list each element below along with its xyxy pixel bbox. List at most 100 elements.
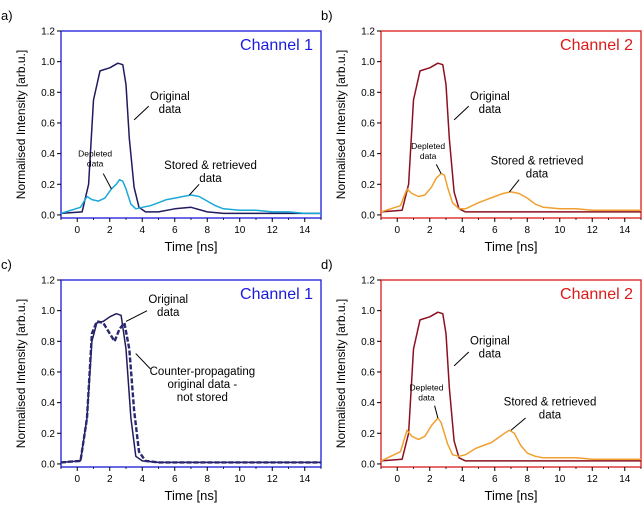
annotation-leader	[135, 353, 151, 370]
x-tick-label: 2	[427, 225, 433, 236]
y-tick-label: 0.4	[361, 398, 375, 409]
panel-label: b)	[321, 8, 333, 23]
channel-title: Channel 2	[560, 286, 633, 303]
series-line-2	[380, 172, 641, 213]
x-tick-label: 2	[107, 225, 113, 236]
annotation-leader	[102, 173, 112, 190]
x-tick-label: 8	[524, 225, 530, 236]
annotation-leader	[508, 179, 520, 193]
y-tick-label: 0.6	[41, 118, 55, 129]
panel-label: d)	[321, 257, 333, 272]
x-tick-label: 4	[459, 474, 465, 485]
series-line-2	[60, 320, 321, 464]
annotation-text: Stored & retrieved	[164, 160, 257, 172]
panel-label: a)	[1, 8, 13, 23]
x-tick-label: 12	[587, 474, 599, 485]
x-tick-label: 14	[299, 474, 311, 485]
channel-title: Channel 1	[240, 37, 313, 54]
y-tick-label: 1.2	[361, 276, 375, 287]
annotation-text: Original	[470, 91, 510, 103]
x-tick-label: 0	[394, 225, 400, 236]
y-tick-label: 1.2	[41, 27, 55, 38]
x-axis-label: Time [ns]	[485, 239, 538, 254]
x-tick-label: 0	[74, 474, 80, 485]
y-tick-label: 0.4	[41, 149, 55, 160]
y-axis-label: Normalised Intensity [arb.u.]	[334, 50, 348, 199]
annotation-leader	[434, 405, 439, 419]
panel-label: c)	[1, 257, 12, 272]
annotation-text: Stored & retrieved	[504, 397, 597, 409]
x-tick-label: 14	[619, 225, 631, 236]
y-tick-label: 0.0	[41, 210, 55, 221]
x-tick-label: 14	[299, 225, 311, 236]
x-tick-label: 8	[204, 225, 210, 236]
channel-title: Channel 1	[240, 286, 313, 303]
annotation-text: data	[157, 307, 180, 319]
panel-b: 0 2 4 6 8 10 12 14 0.0 0.2 0.4 0.6 0.8 1.0 1.2 Time [ns…	[321, 8, 642, 254]
x-tick-label: 2	[107, 474, 113, 485]
y-tick-label: 0.2	[41, 429, 55, 440]
annotation-text: Counter-propagating	[150, 366, 256, 378]
x-tick-label: 4	[459, 225, 465, 236]
x-tick-label: 6	[172, 474, 178, 485]
y-tick-label: 1.0	[361, 306, 375, 317]
y-tick-label: 1.0	[41, 306, 55, 317]
annotation-text: data	[539, 410, 562, 422]
x-tick-label: 8	[524, 474, 530, 485]
y-tick-label: 0.8	[361, 88, 375, 99]
y-tick-label: 0.2	[361, 180, 375, 191]
panel-a: 0 2 4 6 8 10 12 14 0.0 0.2 0.4 0.6 0.8 1.0 1.2 Time [ns…	[1, 8, 322, 254]
annotation-leader	[510, 417, 526, 431]
x-tick-label: 2	[427, 474, 433, 485]
panel-d: 0 2 4 6 8 10 12 14 0.0 0.2 0.4 0.6 0.8 1.0 1.2 Time [ns…	[321, 257, 642, 503]
annotation-text: Depleted	[411, 141, 445, 151]
series-line-1	[380, 311, 641, 462]
annotation-leader	[189, 183, 200, 196]
annotation-text: data	[479, 348, 502, 360]
annotation-text: data	[420, 151, 437, 161]
y-tick-label: 0.6	[361, 367, 375, 378]
x-tick-label: 10	[554, 474, 566, 485]
x-tick-label: 4	[139, 225, 145, 236]
x-tick-label: 12	[267, 474, 279, 485]
annotation-text: data	[418, 392, 435, 402]
x-tick-label: 10	[234, 225, 246, 236]
annotation-text: not stored	[177, 392, 228, 404]
series-line-1	[380, 62, 641, 213]
x-tick-label: 6	[172, 225, 178, 236]
annotation-leader	[453, 105, 470, 121]
annotation-text: Original	[470, 335, 510, 347]
y-tick-label: 0.8	[41, 337, 55, 348]
y-tick-label: 1.2	[361, 27, 375, 38]
x-axis-label: Time [ns]	[485, 488, 538, 503]
x-tick-label: 6	[492, 225, 498, 236]
annotation-text: data	[87, 159, 104, 169]
annotation-text: Depleted	[78, 149, 112, 159]
x-tick-label: 0	[74, 225, 80, 236]
x-tick-label: 4	[139, 474, 145, 485]
x-tick-label: 10	[234, 474, 246, 485]
y-tick-label: 0.0	[361, 210, 375, 221]
annotation-text: data	[159, 104, 182, 116]
x-axis-label: Time [ns]	[165, 488, 218, 503]
y-tick-label: 1.0	[361, 57, 375, 68]
annotation-text: Original	[148, 294, 188, 306]
annotation-text: Original	[150, 91, 190, 103]
y-tick-label: 0.4	[361, 149, 375, 160]
x-tick-label: 14	[619, 474, 631, 485]
panel-c: 0 2 4 6 8 10 12 14 0.0 0.2 0.4 0.6 0.8 1.0 1.2 Time [ns…	[1, 257, 322, 503]
x-tick-label: 12	[267, 225, 279, 236]
y-tick-label: 0.6	[41, 367, 55, 378]
y-tick-label: 0.6	[361, 118, 375, 129]
y-tick-label: 0.2	[41, 180, 55, 191]
annotation-leader	[125, 310, 148, 322]
series-line-1	[60, 62, 321, 215]
series-line-2	[60, 178, 321, 215]
annotation-text: Stored & retrieved	[491, 155, 584, 167]
x-tick-label: 12	[587, 225, 599, 236]
x-axis-label: Time [ns]	[165, 239, 218, 254]
y-axis-label: Normalised Intensity [arb.u.]	[14, 299, 28, 448]
y-tick-label: 0.2	[361, 429, 375, 440]
y-axis-label: Normalised Intensity [arb.u.]	[334, 299, 348, 448]
